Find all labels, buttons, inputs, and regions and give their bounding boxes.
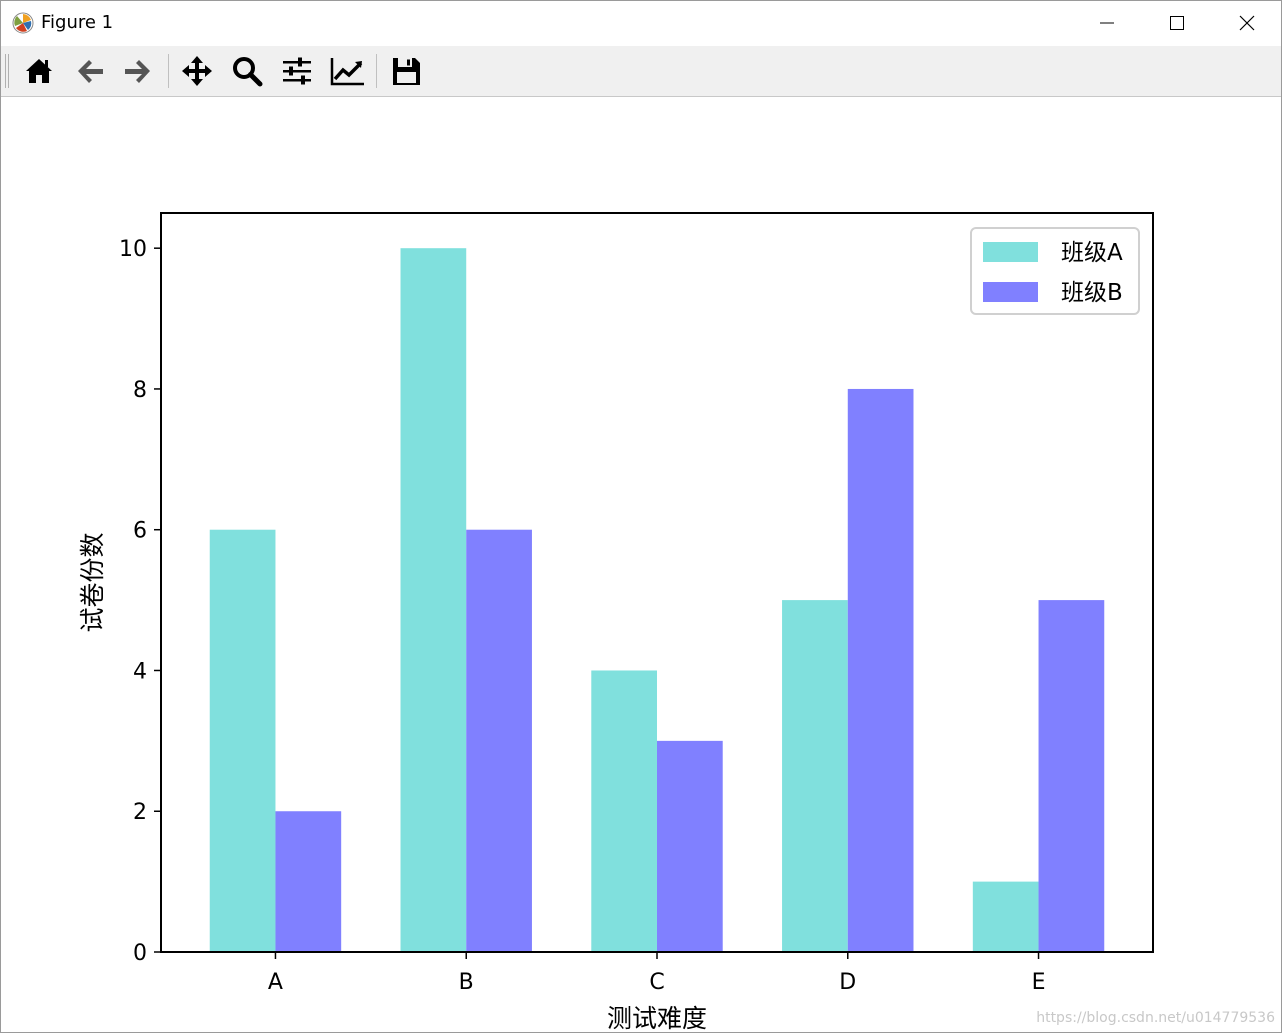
bar-班级B-E (1038, 600, 1105, 952)
edit-axis-button[interactable] (330, 53, 366, 89)
window-title: Figure 1 (41, 12, 114, 33)
bar-班级B-A (275, 811, 342, 952)
toolbar-grip (5, 54, 9, 88)
zoom-icon (233, 57, 263, 87)
home-icon (26, 59, 52, 83)
title-bar: Figure 1 (1, 1, 1281, 45)
x-tick-label: D (839, 970, 856, 995)
minimize-button[interactable] (1072, 1, 1142, 45)
y-tick-label: 10 (119, 237, 147, 262)
toolbar-separator (376, 54, 377, 88)
y-tick-label: 4 (133, 659, 147, 684)
y-tick-label: 2 (133, 800, 147, 825)
legend-swatch-班级B (983, 282, 1038, 302)
arrow-right-icon (125, 60, 150, 83)
legend-swatch-班级A (983, 242, 1038, 262)
y-tick-label: 8 (133, 378, 147, 403)
bar-班级A-E (972, 881, 1039, 952)
watermark: https://blog.csdn.net/u014779536 (1036, 1010, 1275, 1026)
legend-label-班级A: 班级A (1061, 240, 1123, 266)
zoom-button[interactable] (229, 53, 265, 89)
close-button[interactable] (1212, 1, 1281, 45)
figure-canvas[interactable]: 0 2 4 6 8 10 A B C D E 测试难度 试卷份数 班级A 班级B https://blog.… (1, 97, 1281, 1032)
y-tick-label: 6 (133, 519, 147, 544)
sliders-icon (283, 57, 311, 85)
bar-班级B-B (466, 529, 532, 952)
x-tick-label: A (268, 970, 283, 995)
close-icon (1239, 15, 1255, 31)
x-tick-label: B (459, 970, 474, 995)
y-tick-label: 0 (133, 941, 147, 966)
subplots-button[interactable] (279, 53, 315, 89)
back-button[interactable] (72, 53, 108, 89)
save-button[interactable] (388, 53, 424, 89)
matplotlib-logo-icon (12, 12, 34, 34)
x-axis-label: 测试难度 (607, 1004, 707, 1032)
arrow-left-icon (78, 60, 103, 83)
bar-chart: 0 2 4 6 8 10 A B C D E 测试难度 试卷份数 班级A 班级B (78, 212, 1154, 1032)
save-icon (393, 58, 420, 85)
toolbar-separator (168, 54, 169, 88)
legend-label-班级B: 班级B (1061, 280, 1123, 306)
x-tick-label: E (1032, 970, 1046, 995)
line-chart-icon (330, 58, 364, 86)
home-button[interactable] (21, 53, 57, 89)
maximize-button[interactable] (1142, 1, 1212, 45)
bar-班级A-A (209, 529, 276, 952)
navigation-toolbar (1, 46, 1281, 97)
y-axis-label: 试卷份数 (78, 532, 107, 632)
bar-班级B-D (847, 388, 914, 952)
x-tick-label: C (649, 970, 664, 995)
maximize-icon (1170, 16, 1184, 30)
bar-班级A-B (400, 248, 467, 952)
forward-button[interactable] (120, 53, 156, 89)
minimize-icon (1100, 22, 1114, 24)
bar-班级A-D (782, 600, 848, 952)
pan-button[interactable] (179, 53, 215, 89)
bar-班级A-C (591, 670, 657, 952)
bar-班级B-C (657, 740, 723, 952)
move-icon (182, 56, 212, 86)
